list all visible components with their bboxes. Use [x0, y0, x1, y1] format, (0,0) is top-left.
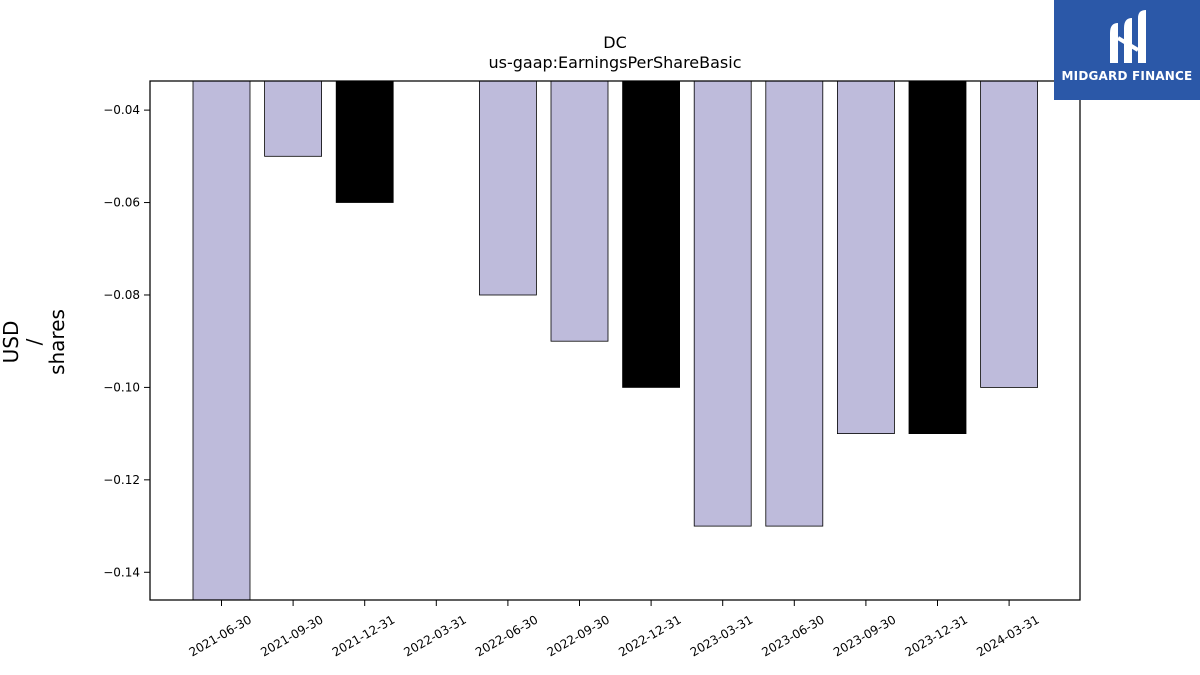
- brand-logo-icon: [1110, 10, 1146, 63]
- x-tick-label: 2022-12-31: [616, 612, 683, 659]
- x-tick-label: 2021-09-30: [258, 612, 325, 659]
- x-axis: 2021-06-30 2021-09-30 2021-12-31 2022-03-31…: [187, 600, 1042, 659]
- brand-name: MIDGARD FINANCE: [1061, 69, 1193, 83]
- bar-2022-06-30: [478, 80, 537, 296]
- y-tick-label: −0.08: [103, 288, 140, 302]
- y-tick-label: −0.14: [103, 565, 140, 579]
- bar-2021-09-30: [264, 80, 323, 157]
- bar-2023-12-31: [908, 80, 967, 435]
- x-tick-label: 2023-06-30: [759, 612, 826, 659]
- y-axis-label-line-1: USD: [0, 321, 23, 364]
- y-tick-label: −0.12: [103, 473, 140, 487]
- bar-2021-12-31: [335, 80, 394, 203]
- y-axis: −0.04 −0.06 −0.08 −0.10 −0.12 −0.14: [103, 103, 150, 579]
- x-tick-label: 2024-03-31: [974, 612, 1041, 659]
- y-tick-label: −0.06: [103, 196, 140, 210]
- chart-title: DC: [603, 33, 627, 52]
- bar-2023-09-30: [837, 80, 895, 435]
- bar-2022-09-30: [550, 80, 609, 342]
- y-tick-label: −0.10: [103, 380, 140, 394]
- y-axis-label: USD / shares: [0, 309, 69, 375]
- bar-2021-06-30: [192, 80, 251, 601]
- y-tick-label: −0.04: [103, 103, 140, 117]
- y-axis-label-line-3: shares: [45, 309, 69, 375]
- x-tick-label: 2023-09-30: [831, 612, 898, 659]
- brand-logo: MIDGARD FINANCE: [1054, 0, 1200, 100]
- bar-2023-06-30: [765, 80, 824, 527]
- bars: [192, 80, 1038, 601]
- x-tick-label: 2021-06-30: [187, 612, 254, 659]
- x-tick-label: 2022-06-30: [473, 612, 540, 659]
- bar-2024-03-31: [980, 80, 1038, 388]
- bar-2023-03-31: [693, 80, 752, 527]
- chart-subtitle: us-gaap:EarningsPerShareBasic: [488, 53, 741, 72]
- x-tick-label: 2023-12-31: [903, 612, 970, 659]
- x-tick-label: 2021-12-31: [330, 612, 397, 659]
- y-axis-label-line-2: /: [22, 338, 46, 345]
- bar-2022-12-31: [622, 80, 680, 388]
- x-tick-label: 2023-03-31: [688, 612, 755, 659]
- plot-frame: [149, 80, 1081, 601]
- x-tick-label: 2022-09-30: [545, 612, 612, 659]
- x-tick-label: 2022-03-31: [401, 612, 468, 659]
